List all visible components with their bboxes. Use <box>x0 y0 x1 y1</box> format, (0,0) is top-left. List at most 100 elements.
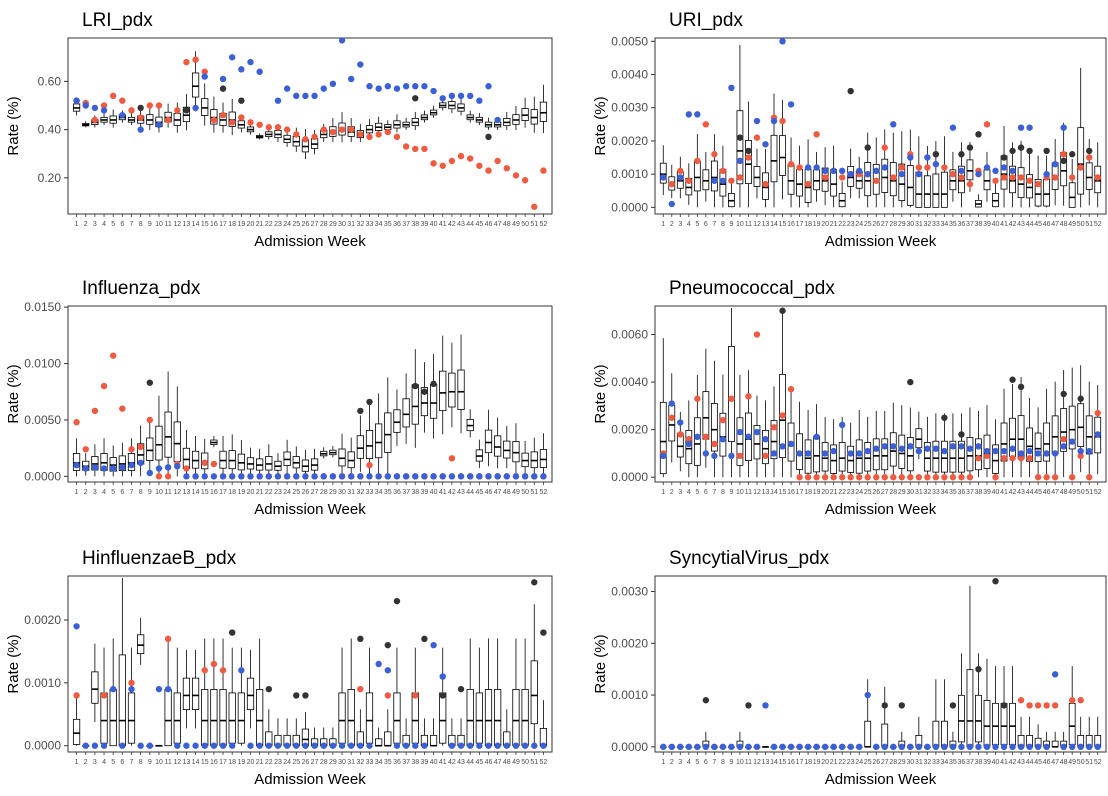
point-red <box>201 68 208 75</box>
point-red <box>907 474 914 481</box>
point-red <box>73 692 80 699</box>
x-tick-label: 46 <box>485 759 493 766</box>
x-tick-label: 8 <box>139 759 143 766</box>
x-tick-label: 42 <box>1009 221 1017 228</box>
point-blue <box>228 473 236 480</box>
box <box>439 370 447 412</box>
point-blue <box>702 743 710 751</box>
point-red <box>983 452 991 460</box>
point-blue <box>238 473 245 480</box>
point-red <box>384 692 392 699</box>
point-blue <box>1026 447 1033 455</box>
x-tick-label: 7 <box>712 759 716 766</box>
point-blue <box>476 97 483 104</box>
point-dark <box>238 97 245 104</box>
point-red <box>1017 455 1025 462</box>
x-tick-label: 3 <box>678 221 682 228</box>
point-red <box>1017 174 1025 181</box>
point-blue <box>476 742 483 749</box>
point-blue <box>293 92 300 100</box>
point-red <box>890 174 897 181</box>
x-tick-label: 43 <box>1017 221 1025 228</box>
x-tick-label: 13 <box>762 489 770 496</box>
x-tick-label: 7 <box>712 221 716 228</box>
point-red <box>881 474 888 481</box>
point-red <box>155 102 163 109</box>
box <box>702 169 710 191</box>
x-tick-label: 22 <box>265 759 273 766</box>
point-dark <box>847 87 854 95</box>
point-blue <box>421 742 428 749</box>
x-tick-label: 42 <box>1009 759 1017 766</box>
point-red <box>745 393 752 400</box>
x-tick-label: 40 <box>430 221 438 228</box>
box <box>338 448 346 467</box>
point-blue <box>439 473 446 480</box>
point-red <box>448 455 456 462</box>
x-tick-label: 46 <box>1043 221 1051 228</box>
point-red <box>100 382 108 390</box>
x-tick-label: 1 <box>661 489 665 496</box>
point-red <box>813 474 820 481</box>
x-tick-label: 10 <box>736 221 744 228</box>
point-blue <box>192 742 199 749</box>
point-blue <box>864 691 871 699</box>
point-red <box>174 107 181 114</box>
point-dark <box>1068 151 1076 158</box>
point-dark <box>941 414 948 421</box>
point-red <box>512 172 520 179</box>
point-red <box>430 160 437 167</box>
y-tick-label: 0.0040 <box>611 68 648 82</box>
panel-4: Pneumococcal_pdx 0.0000 0.0020 0.0040 0.0060… <box>592 278 1107 518</box>
x-tick-label: 8 <box>139 221 143 228</box>
point-red <box>256 121 263 128</box>
x-tick-label: 33 <box>366 759 374 766</box>
x-tick-label: 23 <box>847 489 855 496</box>
point-blue <box>975 170 982 178</box>
point-dark <box>898 702 905 709</box>
point-blue <box>779 443 786 450</box>
point-blue <box>821 167 829 175</box>
x-tick-label: 44 <box>466 489 474 496</box>
y-tick-label: 0.0010 <box>611 688 648 702</box>
point-blue <box>137 742 144 749</box>
point-red <box>164 635 172 643</box>
point-blue <box>924 445 931 452</box>
point-blue <box>91 104 99 112</box>
point-blue <box>109 685 117 693</box>
point-blue <box>521 473 529 480</box>
y-tick-label: 0.20 <box>38 171 62 185</box>
y-tick-label: 0.0000 <box>24 739 61 753</box>
x-tick-label: 12 <box>753 221 761 228</box>
point-red <box>1034 702 1042 709</box>
point-red <box>439 162 446 169</box>
box <box>164 689 172 747</box>
box <box>539 449 548 468</box>
box <box>881 438 889 471</box>
point-red <box>1026 455 1033 462</box>
point-dark <box>975 665 982 673</box>
point-blue <box>907 154 914 161</box>
point-blue <box>873 167 880 175</box>
box <box>219 689 227 747</box>
x-tick-label: 1 <box>75 489 79 496</box>
plot-frame <box>654 575 1107 753</box>
x-tick-label: 41 <box>1000 221 1008 228</box>
x-tick-label: 24 <box>855 489 863 496</box>
box <box>710 403 718 452</box>
x-tick-label: 13 <box>183 489 191 496</box>
box <box>420 387 429 417</box>
box <box>992 702 999 746</box>
x-tick-label: 15 <box>201 489 209 496</box>
point-blue <box>804 164 812 171</box>
point-blue <box>430 473 437 480</box>
x-tick-label: 50 <box>521 221 529 228</box>
point-blue <box>366 473 373 480</box>
box <box>719 412 727 457</box>
point-blue <box>1009 167 1016 175</box>
y-tick-label: 0.0000 <box>611 470 648 484</box>
box <box>941 171 948 208</box>
x-tick-label: 14 <box>192 759 200 766</box>
point-blue <box>932 160 940 168</box>
